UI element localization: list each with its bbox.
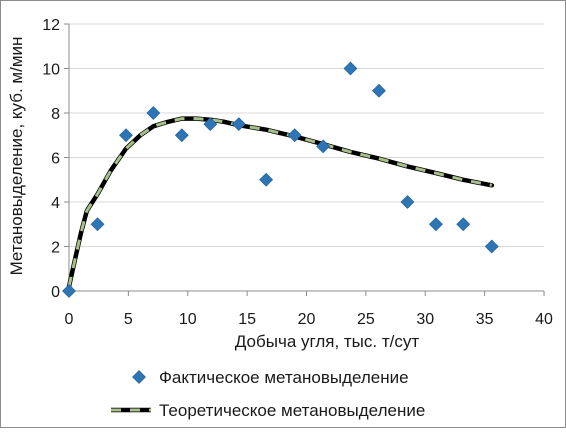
data-point-2	[119, 128, 133, 143]
data-point-9	[316, 139, 331, 154]
legend-marker-actual	[132, 370, 146, 384]
x-tick-label-6: 30	[416, 311, 434, 328]
axes	[64, 23, 545, 296]
x-tick-labels: 0 5 10 15 20 25 30 35 40	[65, 311, 553, 328]
x-tick-label-5: 25	[357, 311, 375, 328]
data-point-8	[287, 128, 302, 143]
x-tick-label-0: 0	[65, 311, 74, 328]
data-point-11	[372, 83, 386, 98]
actual-markers	[62, 61, 499, 298]
x-axis-title: Добыча угля, тыс. т/сут	[235, 332, 420, 351]
y-tick-label-1: 2	[51, 240, 60, 257]
x-tick-label-1: 5	[124, 311, 133, 328]
legend-label-actual: Фактическое метановыделение	[159, 368, 409, 387]
data-point-6	[231, 117, 246, 132]
theoretical-curve	[66, 116, 495, 289]
data-point-14	[456, 217, 471, 232]
y-tick-label-2: 4	[51, 195, 60, 212]
y-tick-label-5: 10	[42, 62, 60, 79]
legend: Фактическое метановыделение Теоретическо…	[111, 368, 425, 420]
data-point-10	[343, 61, 358, 76]
legend-diamond	[132, 370, 146, 384]
x-tick-label-3: 15	[238, 311, 256, 328]
x-tick-label-2: 10	[179, 311, 197, 328]
x-tick-label-7: 35	[476, 311, 494, 328]
data-point-4	[174, 128, 189, 143]
y-tick-label-4: 8	[51, 106, 60, 123]
x-tick-label-8: 40	[535, 311, 553, 328]
legend-label-theoretical: Теоретическое метановыделение	[159, 401, 425, 420]
y-axis-title: Метановыделение, куб. м/мин	[7, 37, 26, 276]
y-tick-label-0: 0	[51, 284, 60, 301]
data-point-7	[259, 172, 274, 187]
x-tick-label-4: 20	[298, 311, 316, 328]
theoretical-line-dash	[67, 117, 493, 287]
data-point-15	[484, 239, 499, 254]
data-point-12	[400, 195, 415, 209]
data-point-0	[62, 284, 76, 298]
data-point-1	[90, 217, 105, 232]
data-point-3	[146, 106, 161, 120]
data-point-5	[203, 117, 218, 132]
y-tick-labels: 0 2 4 6 8 10 12	[42, 17, 60, 301]
y-tick-label-3: 6	[51, 151, 60, 168]
y-tick-label-6: 12	[42, 17, 60, 34]
data-point-13	[429, 217, 443, 232]
